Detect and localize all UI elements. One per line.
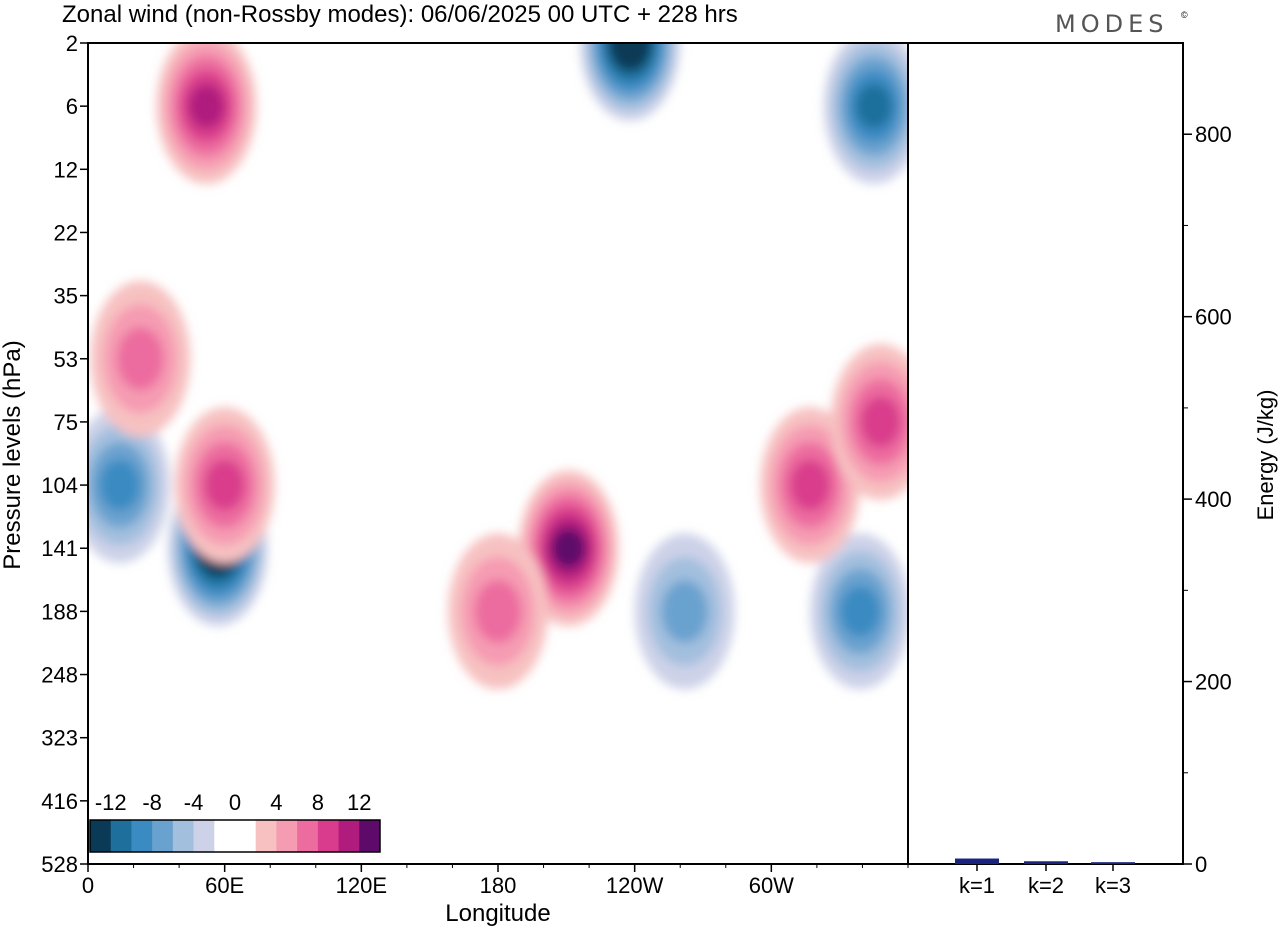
heatmap-plot-area: [88, 43, 908, 690]
colorbar-swatch: [110, 820, 132, 852]
y-tick-label: 75: [54, 410, 78, 435]
energy-tick-label: 800: [1195, 122, 1232, 147]
x-tick-label: 0: [82, 873, 94, 898]
energy-panel-frame: [907, 42, 1184, 865]
y-tick-label: 528: [41, 852, 78, 877]
heatmap-contour: [614, 43, 646, 61]
bar-category-label: k=1: [959, 873, 995, 898]
heatmap-contour: [117, 327, 164, 391]
heatmap-contour: [474, 580, 522, 643]
heatmap-contour: [855, 84, 892, 129]
colorbar-swatch: [235, 820, 257, 852]
chart-title: Zonal wind (non-Rossby modes): 06/06/202…: [62, 1, 738, 28]
energy-bar-k=3: [1091, 862, 1135, 864]
heatmap-contour: [790, 459, 831, 511]
heatmap-contour: [188, 84, 225, 129]
y-tick-label: 323: [41, 726, 78, 751]
colorbar-label: 0: [229, 790, 241, 815]
heatmap-contour: [551, 528, 586, 568]
heatmap-features: [88, 43, 908, 690]
colorbar-swatch: [172, 820, 195, 852]
colorbar-swatch: [359, 820, 381, 852]
colorbar-swatch: [152, 820, 174, 852]
brand-copyright-mark: ©: [1181, 10, 1188, 20]
heatmap-contour: [661, 580, 709, 643]
y-tick-label: 248: [41, 663, 78, 688]
heatmap-contour: [99, 459, 140, 511]
colorbar-legend: -12 -8 -4 0 4 8 12: [89, 790, 381, 853]
energy-bar-k=1: [955, 858, 999, 864]
bar-category-label: k=2: [1028, 873, 1064, 898]
longitude-axis: 0 60E 120E 180 120W 60W: [82, 864, 909, 898]
colorbar-label: -8: [142, 790, 162, 815]
colorbar-swatch: [317, 820, 340, 852]
colorbar-swatch: [338, 820, 360, 852]
y-tick-label: 188: [41, 599, 78, 624]
energy-axis: 0 200 400 600 800: [1183, 122, 1232, 877]
y-tick-label: 104: [41, 473, 78, 498]
y-tick-label: 416: [41, 789, 78, 814]
x-axis-label: Longitude: [445, 900, 550, 927]
y-tick-label: 53: [54, 347, 78, 372]
bar-category-label: k=3: [1095, 873, 1131, 898]
colorbar-swatch: [276, 820, 298, 852]
colorbar-label: -4: [184, 790, 204, 815]
energy-tick-label: 600: [1195, 305, 1232, 330]
colorbar-swatch: [214, 820, 236, 852]
pressure-axis: 2 6 12 22 35 53 75 104 141 188 248 323 416 528: [41, 31, 88, 877]
y-tick-label: 6: [66, 94, 78, 119]
heatmap-contour: [860, 396, 901, 448]
y-tick-label: 2: [66, 31, 78, 56]
y-tick-label: 22: [54, 220, 78, 245]
energy-bars: k=1 k=2 k=3: [955, 858, 1135, 898]
x-tick-label: 180: [480, 873, 517, 898]
colorbar-label: 8: [312, 790, 324, 815]
colorbar-swatch: [297, 820, 319, 852]
colorbar-swatch: [90, 820, 112, 852]
y-tick-label: 141: [41, 536, 78, 561]
heatmap-contour: [840, 585, 881, 637]
x-tick-label: 120E: [336, 873, 387, 898]
colorbar-frame: [89, 819, 381, 853]
energy-tick-label: 200: [1195, 670, 1232, 695]
colorbar-swatch: [131, 820, 153, 852]
x-tick-label: 60E: [205, 873, 244, 898]
x-tick-label: 120W: [606, 873, 664, 898]
energy-tick-label: 0: [1195, 852, 1207, 877]
colorbar-label: 12: [347, 790, 371, 815]
y-tick-label: 35: [54, 284, 78, 309]
colorbar-label: 4: [270, 790, 282, 815]
colorbar-label: -12: [95, 790, 127, 815]
energy-tick-label: 400: [1195, 487, 1232, 512]
colorbar-swatch: [193, 820, 215, 852]
brand-logo: MODES: [1055, 10, 1168, 38]
energy-axis-label: Energy (J/kg): [1253, 390, 1278, 521]
colorbar-swatch: [255, 820, 277, 852]
x-tick-label: 60W: [749, 873, 794, 898]
energy-bar-k=2: [1024, 861, 1068, 864]
heatmap-contour: [204, 459, 245, 511]
y-tick-label: 12: [54, 157, 78, 182]
y-axis-label: Pressure levels (hPa): [0, 340, 26, 569]
